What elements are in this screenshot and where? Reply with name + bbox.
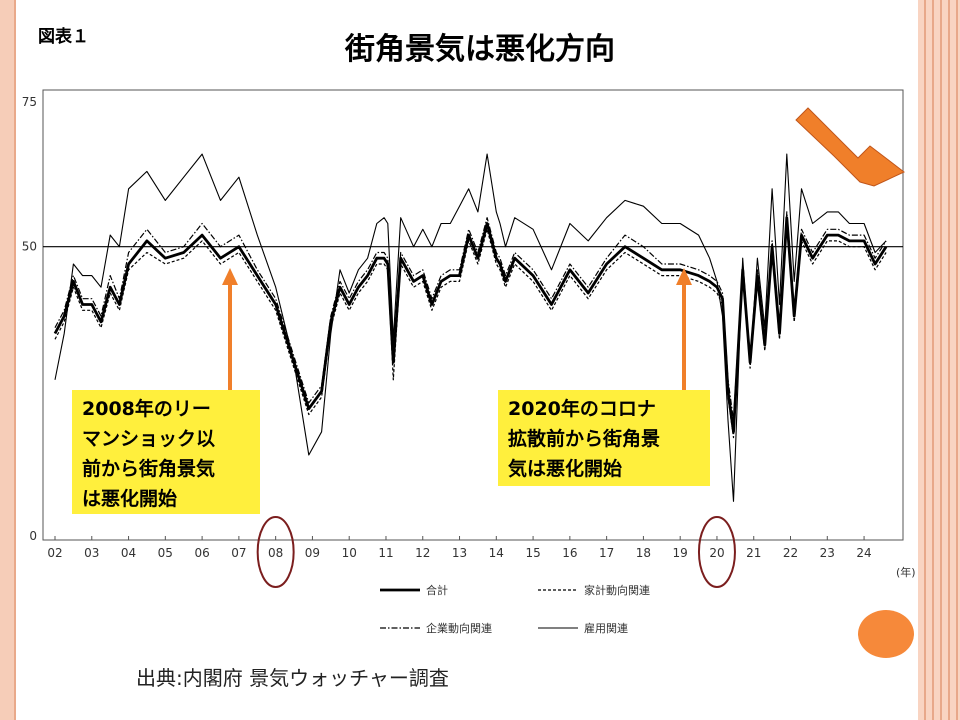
y-tick-label: 75 xyxy=(22,95,37,109)
x-tick-label: 04 xyxy=(121,546,136,560)
callout-line: 2020年のコロナ xyxy=(508,398,656,420)
source-note: 出典:内閣府 景気ウォッチャー調査 xyxy=(136,666,449,690)
x-tick-label: 22 xyxy=(783,546,798,560)
circled-year-08 xyxy=(256,516,295,588)
callout-arrow-2008-head xyxy=(222,268,238,285)
x-tick-label: 20 xyxy=(709,546,724,560)
legend-label: 合計 xyxy=(426,583,448,597)
x-tick-label: 23 xyxy=(820,546,835,560)
x-tick-label: 17 xyxy=(599,546,614,560)
slide-right-border xyxy=(918,0,960,720)
x-tick-label: 02 xyxy=(47,546,62,560)
x-tick-label: 09 xyxy=(305,546,320,560)
x-tick-label: 05 xyxy=(158,546,173,560)
callout-line: は悪化開始 xyxy=(82,488,178,510)
circled-year-20 xyxy=(697,516,736,588)
callout-line: 気は悪化開始 xyxy=(508,458,623,480)
x-tick-label: 03 xyxy=(84,546,99,560)
callout-line: マンショック以 xyxy=(82,428,216,450)
x-tick-label: 06 xyxy=(194,546,209,560)
x-tick-label: 14 xyxy=(489,546,504,560)
callout-line: 2008年のリー xyxy=(82,398,211,420)
x-tick-label: 19 xyxy=(673,546,688,560)
slide-title: 街角景気は悪化方向 xyxy=(345,32,615,67)
big-arrow-icon xyxy=(795,107,905,187)
callout-2008: 2008年のリー マンショック以 前から街角景気 は悪化開始 xyxy=(72,390,260,514)
x-tick-label: 18 xyxy=(636,546,651,560)
y-tick-label: 0 xyxy=(29,529,37,543)
legend-label: 家計動向関連 xyxy=(584,583,650,597)
y-tick-label: 50 xyxy=(22,240,37,254)
x-tick-label: 10 xyxy=(342,546,357,560)
x-tick-label: 11 xyxy=(378,546,393,560)
callout-arrow-2020-head xyxy=(676,268,692,285)
x-tick-label: 07 xyxy=(231,546,246,560)
x-axis-label: (年) xyxy=(896,565,916,579)
x-tick-label: 13 xyxy=(452,546,467,560)
figure-label: 図表１ xyxy=(38,27,89,47)
x-tick-label: 16 xyxy=(562,546,577,560)
callout-2020: 2020年のコロナ 拡散前から街角景 気は悪化開始 xyxy=(498,390,710,486)
callout-line: 拡散前から街角景 xyxy=(508,428,661,450)
slide-left-border xyxy=(0,0,14,720)
series-line-3 xyxy=(54,153,887,502)
page-number-dot xyxy=(858,610,914,658)
legend-label: 企業動向関連 xyxy=(426,621,492,635)
slide-left-border-line xyxy=(14,0,16,720)
legend-label: 雇用関連 xyxy=(584,621,628,635)
x-tick-label: 15 xyxy=(525,546,540,560)
x-tick-label: 24 xyxy=(856,546,871,560)
callout-line: 前から街角景気 xyxy=(82,458,216,480)
series-line-0 xyxy=(53,216,888,434)
x-tick-label: 12 xyxy=(415,546,430,560)
x-tick-label: 08 xyxy=(268,546,283,560)
x-tick-label: 21 xyxy=(746,546,761,560)
